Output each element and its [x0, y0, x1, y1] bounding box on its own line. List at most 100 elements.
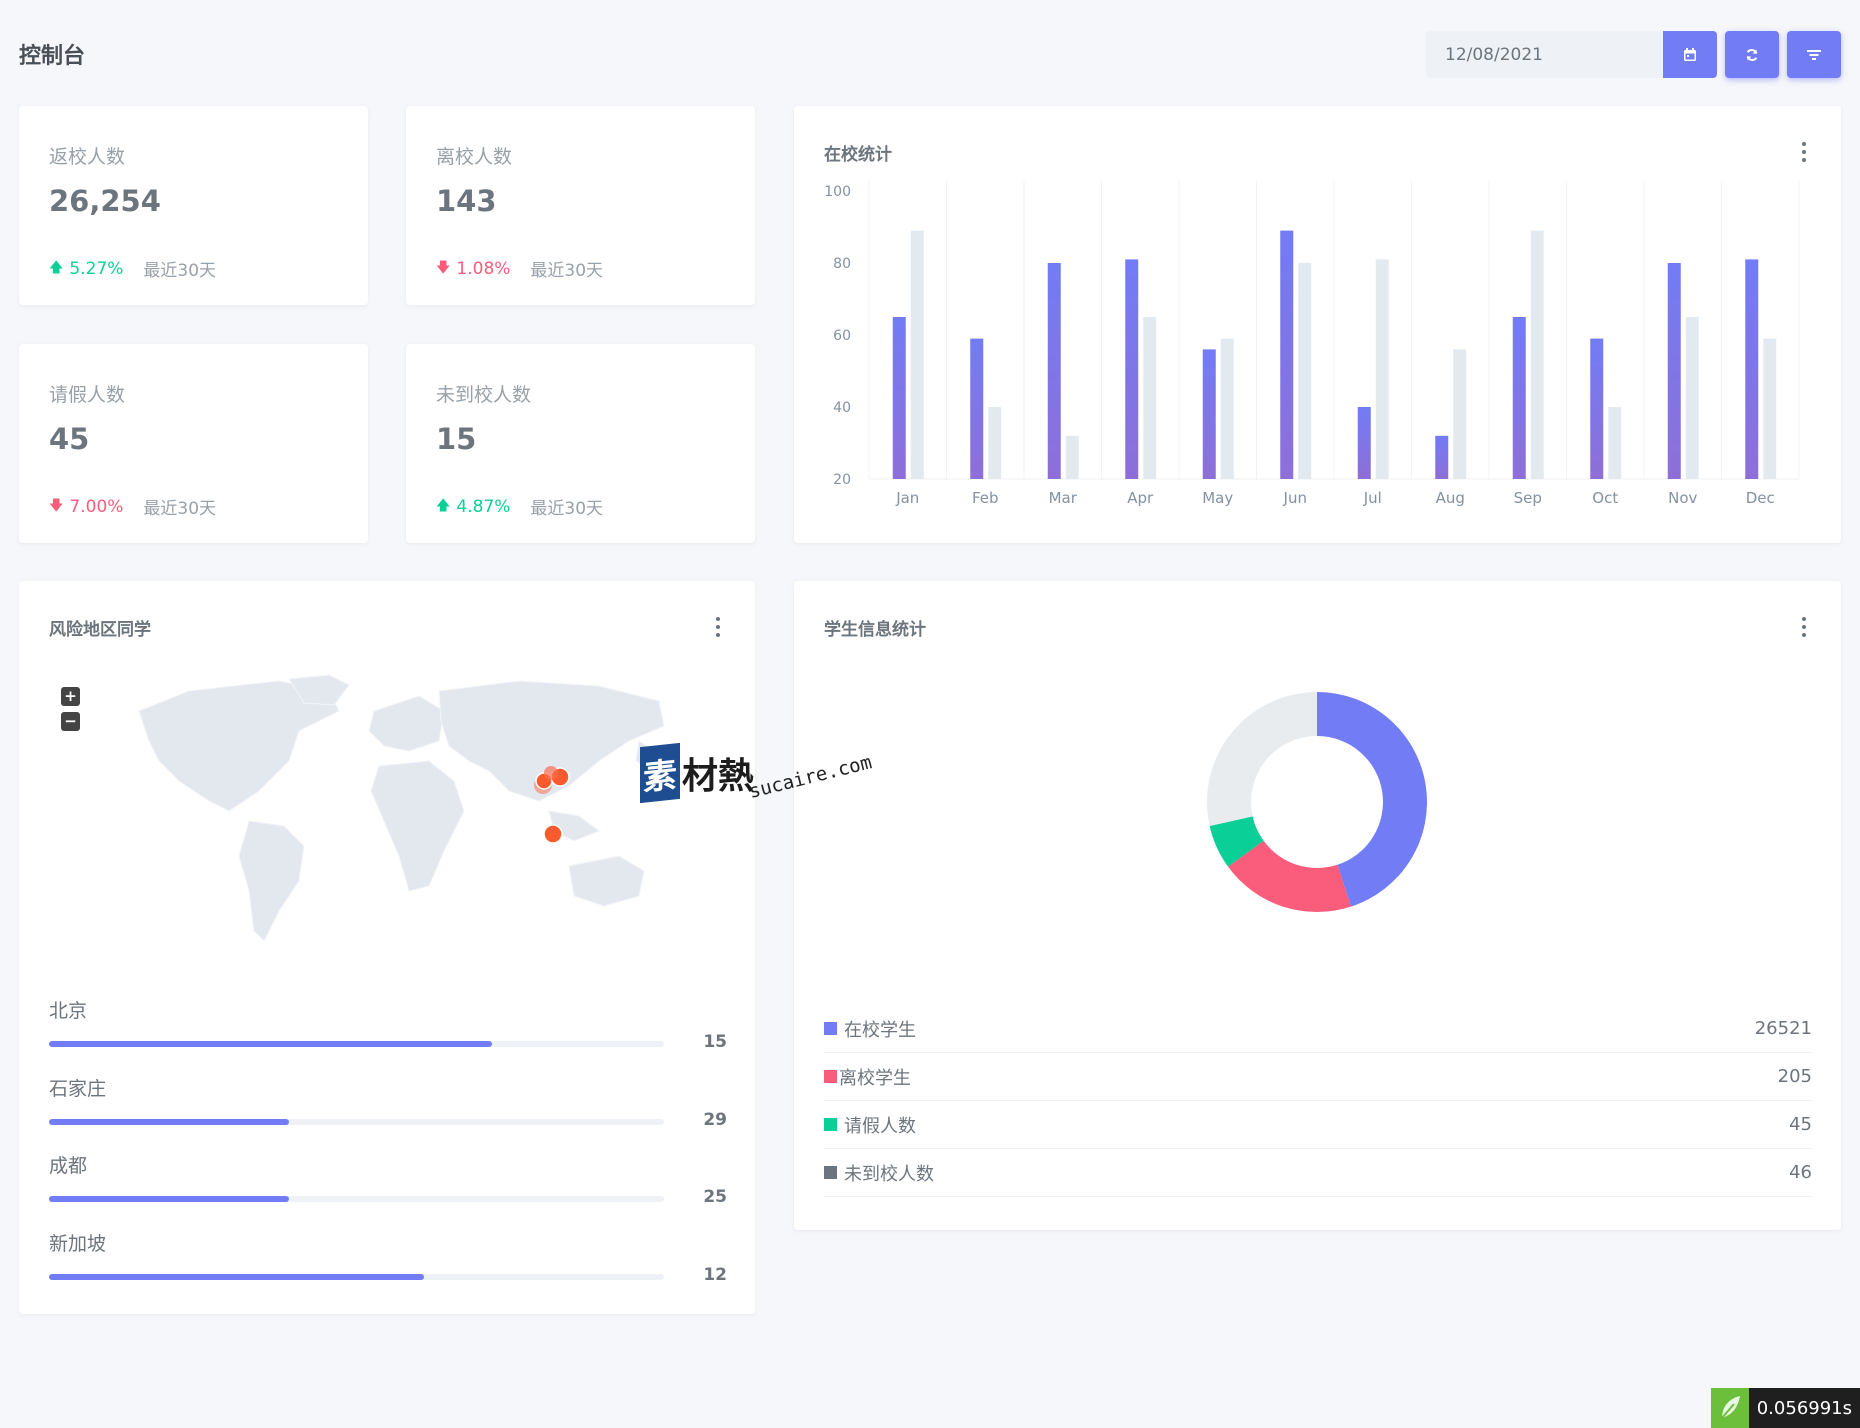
stat-label: 未到校人数 [436, 384, 532, 406]
legend-swatch [824, 1118, 837, 1131]
zoom-in-button[interactable]: + [61, 687, 80, 706]
risk-area-card: 风险地区同学 + − 北京 15 石家庄 29 [19, 581, 755, 1314]
legend-row: 请假人数 45 [824, 1101, 1812, 1149]
progress-fill [49, 1196, 289, 1202]
progress-fill [49, 1274, 425, 1280]
stat-period: 最近30天 [143, 261, 217, 281]
refresh-button[interactable] [1725, 31, 1779, 78]
bar-series-2 [1065, 435, 1079, 479]
bar-chart: 20 40 60 80 100 Jan Feb Mar Apr May Jun Jul Aug Sep Oc… [824, 181, 1800, 507]
watermark: 素 材熱 sucaire.com [640, 742, 874, 804]
stat-value: 45 [49, 422, 90, 456]
y-tick-label: 20 [833, 472, 851, 488]
watermark-text: 材熱 [682, 756, 755, 797]
africa [370, 760, 465, 892]
legend-label: 在校学生 [844, 1019, 916, 1041]
legend-value: 205 [1777, 1066, 1812, 1087]
more-options-icon[interactable] [1801, 142, 1807, 162]
greenland [288, 674, 350, 706]
card-title: 在校统计 [824, 145, 892, 165]
x-tick-label: Jan [895, 489, 919, 507]
map-marker [544, 766, 558, 780]
map-marker [543, 824, 563, 844]
location-row: 石家庄 29 [49, 1074, 727, 1134]
stat-change: 5.27% [69, 258, 124, 279]
stat-period: 最近30天 [143, 499, 217, 519]
legend-label: 离校学生 [839, 1067, 911, 1089]
bar-series-1 [1357, 407, 1371, 479]
x-tick-label: May [1202, 489, 1233, 507]
bar-series-2 [1220, 338, 1234, 479]
donut-segment [1207, 692, 1317, 826]
more-options-icon[interactable] [715, 617, 721, 637]
arrow-down-icon: 🡇 [49, 497, 64, 514]
stat-footer: 🡇 1.08% 最近30天 [436, 256, 604, 282]
zoom-out-button[interactable]: − [61, 712, 80, 731]
bar-series-2 [1608, 407, 1622, 479]
location-name: 石家庄 [49, 1078, 107, 1100]
bar-chart-card: 在校统计 20 40 60 80 100 Jan Feb Mar Apr May Jun Jul Aug… [794, 106, 1841, 543]
progress-track [49, 1274, 664, 1280]
world-map[interactable] [99, 671, 699, 961]
progress-fill [49, 1041, 492, 1047]
south-america [238, 820, 305, 942]
bar-series-1 [970, 338, 984, 479]
stat-value: 143 [436, 184, 497, 218]
legend-swatch [824, 1070, 837, 1083]
timer-value: 0.056991s [1748, 1388, 1860, 1428]
stat-value: 26,254 [49, 184, 161, 218]
bar-series-1 [892, 317, 906, 479]
location-value: 25 [703, 1187, 727, 1207]
stat-period: 最近30天 [530, 499, 604, 519]
stat-change: 7.00% [69, 496, 124, 517]
stat-label: 请假人数 [49, 384, 126, 406]
y-tick-label: 80 [833, 256, 851, 272]
location-value: 12 [703, 1265, 727, 1285]
x-tick-label: Sep [1514, 489, 1542, 507]
legend-row: 在校学生 26521 [824, 1005, 1812, 1053]
location-name: 成都 [49, 1155, 88, 1177]
australia [568, 855, 645, 907]
legend-swatch [824, 1022, 837, 1035]
donut-segment [1317, 692, 1427, 907]
stat-footer: 🡅 4.87% 最近30天 [436, 494, 604, 520]
bar-series-1 [1745, 259, 1759, 479]
bar-series-1 [1280, 230, 1294, 479]
bar-series-1 [1047, 263, 1061, 479]
asia [438, 680, 665, 802]
arrow-up-icon: 🡅 [436, 497, 451, 514]
donut-segment [1228, 840, 1351, 912]
location-name: 北京 [49, 1000, 88, 1022]
x-tick-label: Jun [1283, 489, 1307, 507]
more-options-icon[interactable] [1801, 617, 1807, 637]
date-input[interactable]: 12/08/2021 [1426, 31, 1663, 78]
card-title: 风险地区同学 [49, 620, 151, 640]
bar-series-2 [910, 230, 924, 479]
x-tick-label: Oct [1592, 489, 1618, 507]
legend-row: 未到校人数 46 [824, 1149, 1812, 1197]
bar-series-1 [1202, 349, 1216, 479]
europe [368, 695, 445, 752]
bar-series-1 [1435, 435, 1449, 479]
bar-series-1 [1512, 317, 1526, 479]
progress-track [49, 1119, 664, 1125]
x-tick-label: Apr [1127, 489, 1154, 507]
page-title: 控制台 [19, 44, 86, 69]
leaf-logo-icon [1710, 1388, 1749, 1428]
stat-label: 离校人数 [436, 146, 513, 168]
bar-series-1 [1590, 338, 1604, 479]
location-value: 29 [703, 1110, 727, 1130]
stat-card-returned: 返校人数 26,254 🡅 5.27% 最近30天 [19, 106, 368, 305]
risk-markers [534, 766, 570, 844]
legend-value: 26521 [1754, 1018, 1812, 1039]
donut-segment [1209, 816, 1264, 867]
y-tick-label: 100 [824, 184, 851, 200]
progress-track [49, 1041, 664, 1047]
stat-footer: 🡅 5.27% 最近30天 [49, 256, 217, 282]
location-name: 新加坡 [49, 1233, 107, 1255]
filter-button[interactable] [1787, 31, 1841, 78]
calendar-button[interactable] [1663, 31, 1717, 78]
bar-series-2 [1298, 263, 1312, 479]
card-title: 学生信息统计 [824, 620, 926, 640]
stat-period: 最近30天 [530, 261, 604, 281]
